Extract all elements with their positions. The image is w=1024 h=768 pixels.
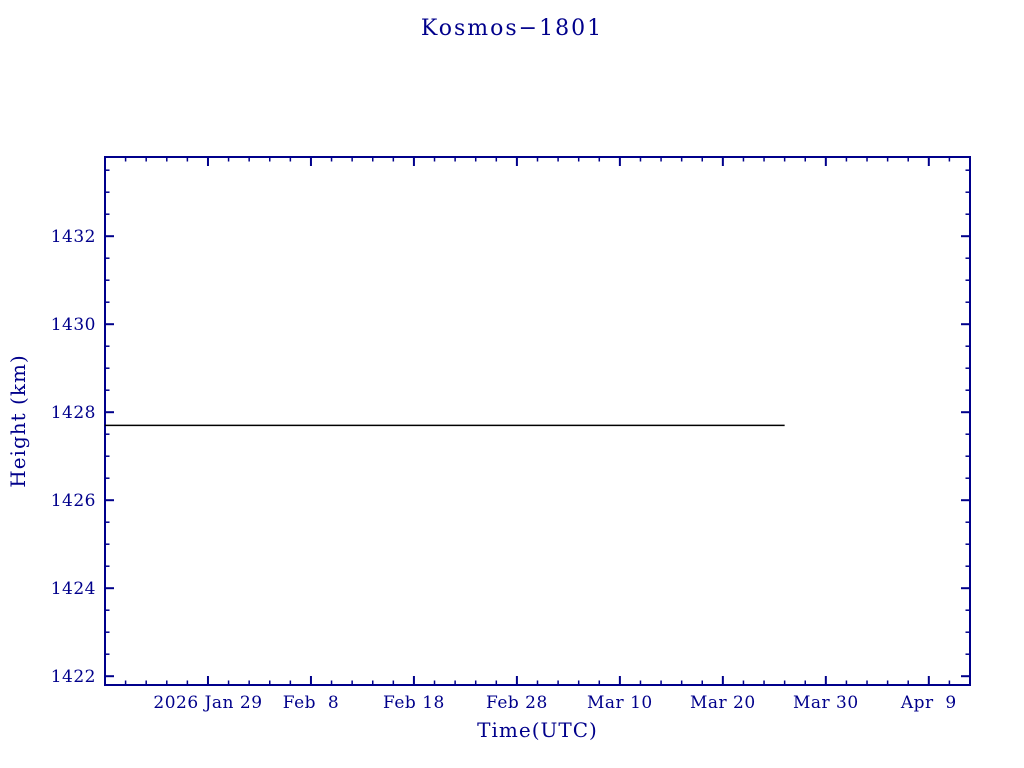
y-tick-label: 1432	[51, 227, 96, 247]
x-tick-label: 2026 Jan 29	[153, 693, 262, 713]
x-tick-label: Feb 18	[383, 693, 445, 713]
x-tick-label: Apr 9	[900, 693, 957, 713]
y-tick-label: 1428	[51, 403, 96, 423]
y-tick-label: 1422	[51, 667, 96, 687]
y-tick-label: 1430	[51, 315, 96, 335]
x-tick-label: Feb 8	[283, 693, 339, 713]
x-tick-label: Mar 30	[793, 693, 859, 713]
plot-border	[104, 156, 971, 686]
y-tick-label: 1424	[51, 579, 96, 599]
x-tick-label: Mar 20	[690, 693, 756, 713]
x-tick-label: Feb 28	[486, 693, 548, 713]
x-tick-label: Mar 10	[587, 693, 653, 713]
x-axis-label: Time(UTC)	[477, 718, 598, 742]
y-tick-label: 1426	[51, 491, 96, 511]
chart-title: Kosmos−1801	[420, 16, 604, 41]
